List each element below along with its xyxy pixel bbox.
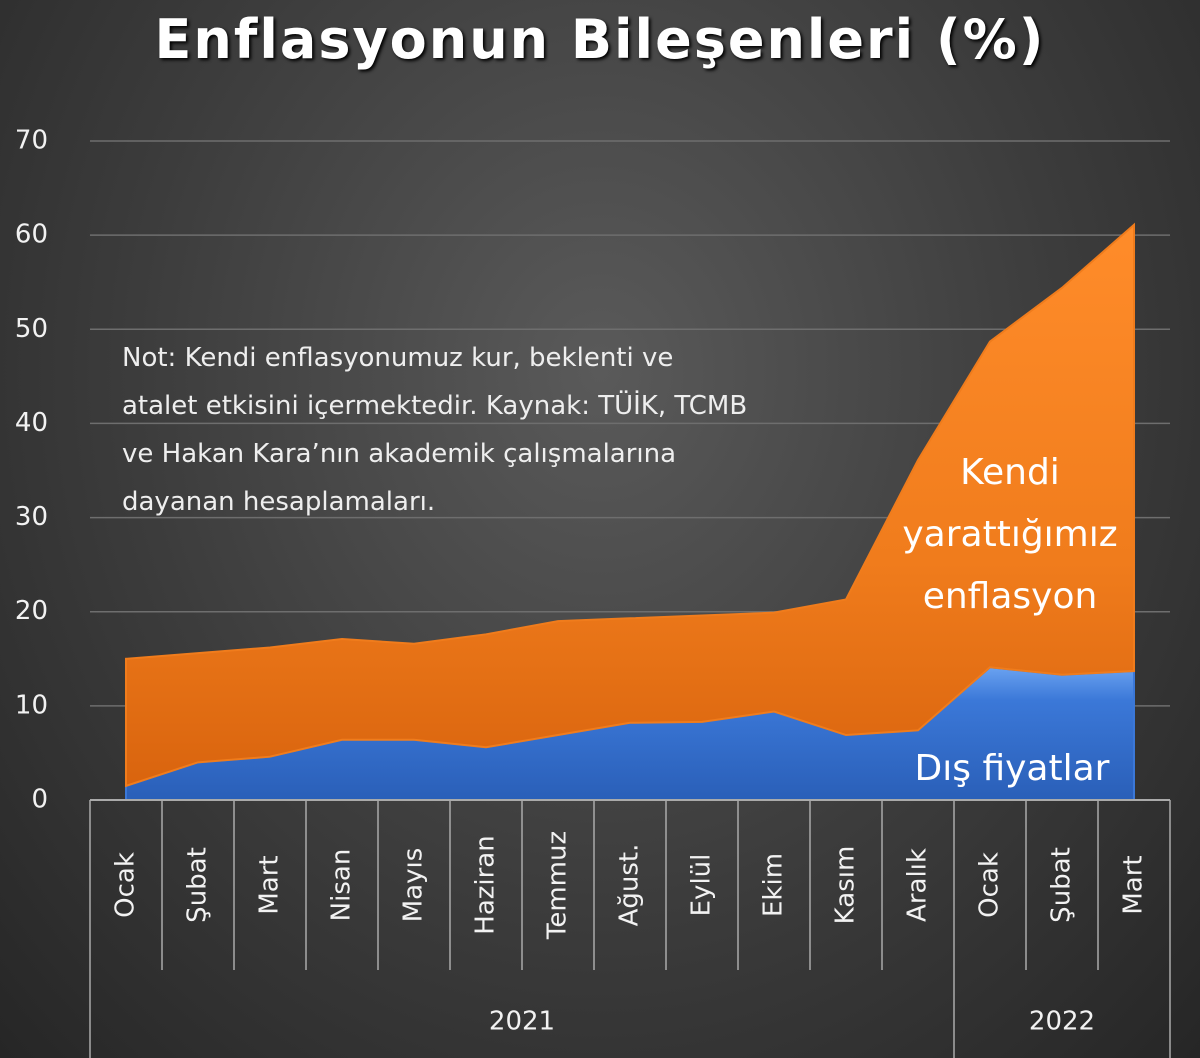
x-tick-label: Mart — [255, 855, 285, 914]
y-tick-label: 40 — [15, 408, 48, 438]
x-group-label: 2021 — [489, 1007, 555, 1037]
x-tick-label: Ağust. — [615, 844, 645, 927]
x-tick-label: Ocak — [111, 852, 141, 918]
y-tick-label: 10 — [15, 690, 48, 720]
x-tick-label: Aralık — [903, 848, 933, 922]
x-tick-label: Şubat — [183, 847, 213, 923]
note: Not: Kendi enflasyonumuz kur, beklenti v… — [122, 343, 748, 517]
x-tick-label: Haziran — [471, 835, 501, 934]
series-label: Dış fiyatlar — [914, 748, 1110, 789]
y-tick-label: 70 — [15, 126, 48, 156]
x-tick-label: Mayıs — [399, 848, 429, 923]
x-tick-label: Ekim — [759, 853, 789, 917]
x-group-label: 2022 — [1029, 1007, 1095, 1037]
area — [125, 222, 1135, 788]
y-tick-label: 0 — [31, 785, 48, 815]
x-tick-label: Kasım — [831, 846, 861, 925]
y-tick-label: 60 — [15, 220, 48, 250]
y-tick-label: 20 — [15, 596, 48, 626]
x-tick-label: Ocak — [975, 852, 1005, 918]
x-tick-label: Şubat — [1047, 847, 1077, 923]
series-label: Kendi yarattığımız enflasyon — [902, 452, 1118, 617]
x-tick-label: Eylül — [687, 854, 717, 917]
x-tick-label: Mart — [1119, 855, 1149, 914]
chart-title: Enflasyonun Bileşenleri (%) — [154, 8, 1046, 71]
y-tick-label: 50 — [15, 314, 48, 344]
y-tick-label: 30 — [15, 502, 48, 532]
x-tick-label: Nisan — [327, 849, 357, 922]
x-tick-label: Temmuz — [543, 831, 573, 940]
